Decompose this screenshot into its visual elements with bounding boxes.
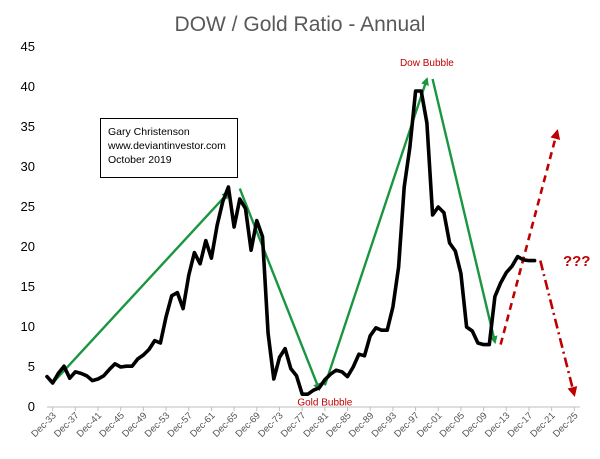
publish-date: October 2019 — [108, 154, 172, 166]
y-tick-label: 5 — [28, 359, 35, 374]
author-name: Gary Christenson — [108, 126, 190, 138]
trend-arrow-rise-1930s-1960s — [51, 191, 230, 384]
chart-title: DOW / Gold Ratio - Annual — [175, 13, 426, 36]
x-tick-label: Dec-25 — [551, 410, 580, 439]
dow-bubble-annotation: Dow Bubble — [400, 58, 454, 69]
y-tick-label: 0 — [28, 399, 35, 414]
gold-bubble-annotation: Gold Bubble — [297, 397, 352, 408]
series-line-dow-gold-ratio — [45, 89, 537, 396]
y-tick-label: 25 — [21, 199, 35, 214]
y-tick-label: 15 — [21, 279, 35, 294]
question-annotation: ??? — [563, 253, 591, 270]
trend-arrow-fall-2000-2011 — [431, 78, 498, 345]
y-tick-label: 35 — [21, 119, 35, 134]
trend-arrow-fall-1966-1980 — [238, 188, 321, 392]
y-tick-label: 45 — [21, 39, 35, 54]
trend-arrow-projection-up — [499, 129, 561, 345]
y-tick-label: 30 — [21, 159, 35, 174]
y-tick-label: 40 — [21, 79, 35, 94]
y-tick-label: 10 — [21, 319, 35, 334]
trend-arrow-projection-down — [539, 260, 578, 397]
y-tick-label: 20 — [21, 239, 35, 254]
author-info-box: Gary Christenson www.deviantinvestor.com… — [100, 118, 238, 178]
author-website: www.deviantinvestor.com — [108, 140, 226, 152]
